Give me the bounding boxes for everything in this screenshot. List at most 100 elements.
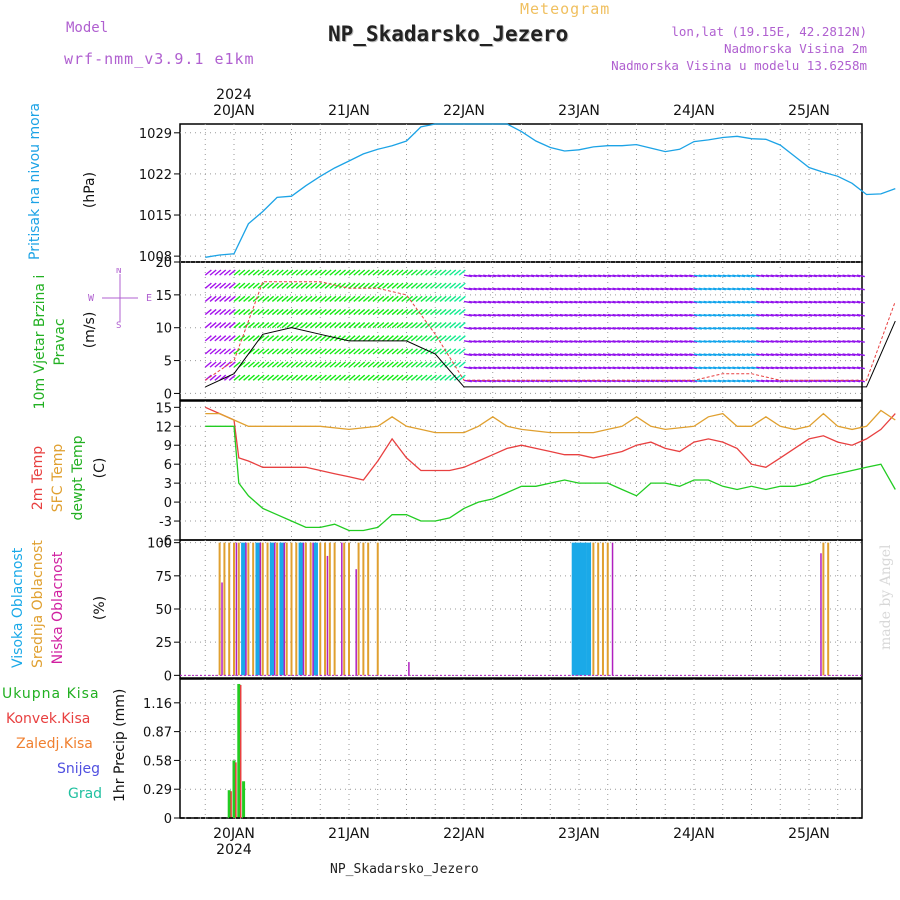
wind-arrow bbox=[295, 295, 303, 302]
wind-arrow bbox=[698, 353, 707, 357]
wind-arrow bbox=[521, 300, 530, 304]
wind-arrow bbox=[271, 308, 279, 316]
wind-arrow bbox=[262, 361, 270, 368]
wind-arrow bbox=[401, 295, 409, 302]
wind-arrow bbox=[828, 340, 837, 343]
wind-arrow bbox=[319, 308, 327, 316]
cloud-bar bbox=[355, 569, 357, 676]
wind-arrow bbox=[684, 300, 693, 304]
wind-arrow bbox=[569, 366, 578, 370]
wind-arrow bbox=[262, 348, 270, 355]
wind-arrow bbox=[727, 379, 736, 383]
wind-arrow bbox=[708, 327, 717, 330]
wind-arrow bbox=[233, 269, 241, 276]
wind-arrow bbox=[362, 308, 370, 316]
cloud-bar bbox=[245, 542, 247, 676]
wind-arrow bbox=[396, 374, 404, 381]
wind-arrow bbox=[338, 361, 346, 368]
wind-arrow bbox=[511, 274, 520, 278]
wind-arrow bbox=[430, 282, 438, 289]
wind-arrow bbox=[545, 274, 554, 278]
wind-arrow bbox=[775, 300, 784, 304]
wind-arrow bbox=[439, 335, 447, 342]
wind-arrow bbox=[329, 295, 337, 302]
wind-arrow bbox=[775, 379, 784, 383]
wind-arrow bbox=[463, 340, 473, 343]
wind-arrow bbox=[204, 282, 212, 289]
wind-arrow bbox=[780, 287, 789, 291]
wind-arrow bbox=[674, 287, 683, 291]
wind-arrow bbox=[530, 274, 540, 278]
wind-arrow bbox=[808, 313, 818, 317]
wind-arrow bbox=[420, 322, 428, 329]
wind-arrow bbox=[780, 274, 789, 278]
wind-arrow bbox=[578, 300, 588, 304]
cloud-bar bbox=[357, 542, 360, 676]
wind-arrow bbox=[665, 287, 674, 291]
wind-arrow bbox=[727, 327, 736, 330]
wind-arrow bbox=[406, 322, 414, 329]
wind-arrow bbox=[243, 335, 251, 342]
wind-arrow bbox=[262, 269, 270, 276]
wind-arrow bbox=[545, 353, 554, 357]
wind-arrow bbox=[545, 366, 554, 370]
wind-arrow bbox=[391, 361, 399, 368]
wind-arrow bbox=[588, 353, 597, 357]
wind-arrow bbox=[770, 353, 779, 357]
wind-arrow bbox=[483, 340, 492, 343]
wind-arrow bbox=[473, 327, 482, 330]
wind-arrow bbox=[588, 366, 597, 370]
wind-arrow bbox=[780, 327, 789, 330]
wind-arrow bbox=[334, 361, 342, 368]
wind-arrow bbox=[660, 313, 669, 317]
wind-arrow bbox=[209, 295, 217, 302]
wind-arrow bbox=[708, 353, 717, 357]
wind-arrow bbox=[458, 348, 466, 355]
wind-arrow bbox=[463, 353, 473, 357]
wind-arrow bbox=[554, 327, 564, 330]
wind-arrow bbox=[204, 348, 212, 355]
wind-arrow bbox=[377, 374, 385, 381]
wind-arrow bbox=[406, 361, 414, 368]
wind-arrow bbox=[204, 322, 212, 329]
wind-arrow bbox=[348, 308, 356, 316]
wind-arrow bbox=[713, 287, 722, 291]
wind-arrow bbox=[540, 327, 549, 330]
wind-arrow bbox=[338, 374, 346, 381]
wind-arrow bbox=[775, 313, 784, 317]
wind-arrow bbox=[439, 269, 447, 276]
wind-arrow bbox=[674, 366, 683, 370]
wind-arrow bbox=[713, 327, 722, 330]
wind-arrow bbox=[434, 282, 442, 289]
wind-arrow bbox=[521, 340, 530, 343]
wind-arrow bbox=[329, 282, 337, 289]
wind-arrow bbox=[660, 366, 669, 370]
wind-arrow bbox=[305, 335, 313, 342]
wind-arrow bbox=[310, 348, 318, 355]
wind-arrow bbox=[353, 282, 361, 289]
wind-arrow bbox=[473, 340, 482, 343]
wind-arrow bbox=[794, 353, 803, 357]
wind-arrow bbox=[492, 274, 501, 278]
wind-arrow bbox=[348, 322, 356, 329]
wind-arrow bbox=[516, 287, 525, 291]
wind-arrow bbox=[329, 335, 337, 342]
wind-arrow bbox=[362, 348, 370, 355]
wind-arrow bbox=[449, 308, 457, 316]
wind-arrow bbox=[645, 274, 655, 278]
wind-ytick-label: 15 bbox=[155, 289, 172, 304]
wind-arrow bbox=[492, 366, 501, 370]
wind-arrow bbox=[478, 353, 487, 357]
wind-arrow bbox=[564, 340, 573, 343]
wind-arrow bbox=[319, 348, 327, 355]
wind-arrow bbox=[717, 313, 726, 317]
wind-arrow bbox=[732, 327, 741, 330]
wind-arrow bbox=[444, 295, 452, 302]
wind-arrow bbox=[559, 300, 568, 304]
wind-arrow bbox=[780, 340, 789, 343]
wind-arrow bbox=[674, 327, 683, 330]
wind-arrow bbox=[717, 274, 726, 278]
wind-arrow bbox=[420, 295, 428, 302]
wind-arrow bbox=[526, 300, 535, 304]
wind-arrow bbox=[243, 282, 251, 289]
